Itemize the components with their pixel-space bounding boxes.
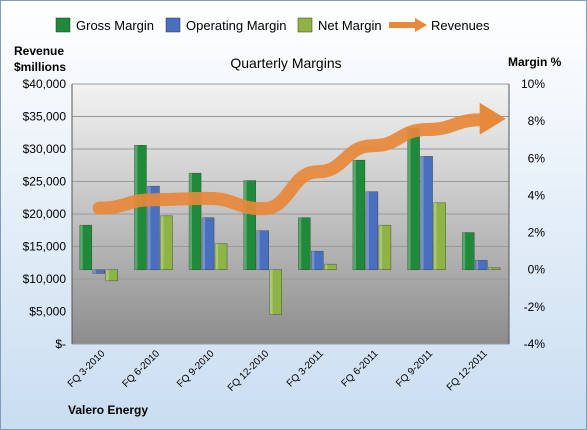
bar-highlight [311, 251, 315, 270]
right-axis-ticks: -4% -2% 0% 2% 4% 6% 8% 10% [521, 77, 545, 351]
left-tick-label: $20,000 [23, 207, 67, 221]
bar-highlight [147, 186, 151, 270]
right-tick-label: 6% [528, 151, 546, 165]
left-tick-label: $40,000 [23, 77, 67, 91]
bar-highlight [462, 232, 466, 270]
bar-net-margin [105, 269, 119, 282]
left-tick-label: $30,000 [23, 142, 67, 156]
right-tick-label: -4% [524, 337, 546, 351]
left-tick-label: $10,000 [23, 272, 67, 286]
bar-gross-margin [79, 224, 93, 270]
legend-swatch [165, 17, 181, 33]
legend: Gross Margin Operating Margin Net Margin Re… [55, 17, 490, 33]
bar-highlight [407, 128, 411, 270]
bar-highlight [269, 269, 273, 315]
right-tick-label: -2% [524, 300, 546, 314]
bar-highlight [475, 260, 479, 270]
left-tick-label: $- [55, 337, 66, 351]
bar-highlight [189, 173, 193, 270]
company-label: Valero Energy [68, 403, 148, 417]
bar-operating-margin [201, 217, 215, 270]
legend-swatch [55, 17, 71, 33]
left-tick-label: $25,000 [23, 175, 67, 189]
right-tick-label: 4% [528, 188, 546, 202]
bar-highlight [365, 191, 369, 270]
right-axis-title: Margin % [508, 55, 562, 69]
right-tick-label: 8% [528, 114, 546, 128]
bar-gross-margin [461, 232, 475, 270]
right-tick-label: 0% [528, 263, 546, 277]
legend-swatch [297, 17, 313, 33]
bar-highlight [92, 269, 96, 274]
bar-operating-margin [147, 185, 160, 270]
revenue-line [92, 102, 506, 216]
bar-highlight [215, 243, 219, 270]
bar-highlight [352, 160, 356, 270]
right-tick-label: 2% [528, 226, 546, 240]
left-tick-label: $35,000 [23, 110, 67, 124]
chart-title: Quarterly Margins [230, 55, 341, 71]
bar-highlight [488, 267, 492, 270]
legend-label: Revenues [431, 18, 490, 33]
bar-operating-margin [92, 269, 106, 274]
bar-highlight [378, 225, 382, 270]
left-tick-label: $15,000 [23, 240, 67, 254]
bar-highlight [202, 217, 206, 270]
bar-highlight [256, 230, 260, 270]
left-axis-title-line2: $millions [14, 60, 66, 74]
left-axis-ticks: $- $5,000 $10,000 $15,000 $20,000 $25,000 $30,… [23, 77, 67, 351]
revenue-curve [92, 113, 489, 216]
bar-operating-margin [256, 230, 269, 270]
bar-operating-margin [420, 156, 433, 270]
legend-label: Operating Margin [186, 18, 286, 33]
bar-operating-margin [474, 260, 488, 270]
bar-net-margin [324, 263, 337, 270]
bar-highlight [324, 264, 328, 270]
bar-operating-margin [311, 250, 324, 270]
bar-net-margin [160, 215, 173, 270]
bar-gross-margin [352, 159, 366, 270]
bar-net-margin [378, 224, 392, 270]
bar-gross-margin [298, 217, 311, 270]
revenue-arrowhead [479, 102, 506, 135]
bar-operating-margin [365, 191, 379, 270]
bar-net-margin [487, 267, 501, 270]
left-tick-label: $5,000 [29, 305, 66, 319]
bar-highlight [433, 202, 437, 270]
bar-highlight [243, 180, 247, 270]
bar-net-margin [214, 243, 228, 270]
bars [79, 128, 501, 315]
bar-net-margin [433, 202, 446, 270]
bar-highlight [160, 215, 164, 270]
legend-label: Net Margin [318, 18, 382, 33]
bar-highlight [298, 217, 302, 270]
bar-highlight [79, 225, 83, 270]
bar-highlight [420, 156, 424, 270]
right-tick-label: 10% [521, 77, 545, 91]
bar-highlight [105, 269, 109, 281]
legend-arrow-icon [415, 18, 427, 32]
left-axis-title-line1: Revenue [14, 44, 64, 58]
legend-label: Gross Margin [76, 18, 154, 33]
bar-net-margin [269, 269, 282, 315]
